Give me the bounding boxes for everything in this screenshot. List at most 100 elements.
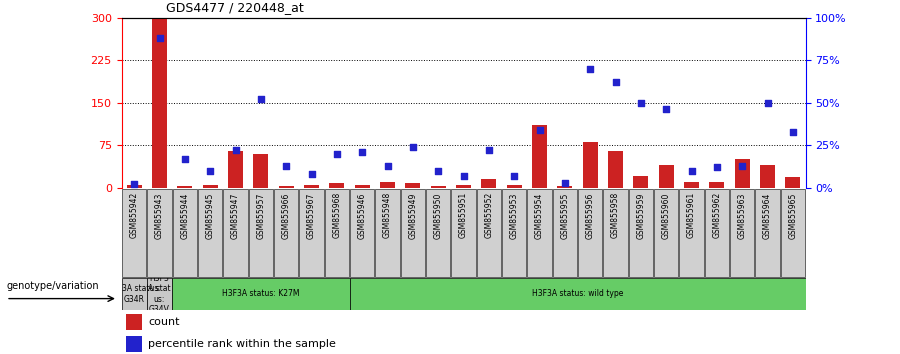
Point	[684, 168, 698, 173]
FancyBboxPatch shape	[527, 189, 552, 277]
FancyBboxPatch shape	[705, 189, 729, 277]
Point	[659, 107, 673, 112]
Bar	[659, 165, 674, 188]
FancyBboxPatch shape	[477, 189, 501, 277]
Text: GSM855942: GSM855942	[130, 192, 139, 238]
Text: H3F3
A stat
us:
G34V: H3F3 A stat us: G34V	[148, 274, 171, 314]
Text: GSM855947: GSM855947	[231, 192, 240, 239]
Text: H3F3A status: wild type: H3F3A status: wild type	[532, 289, 623, 298]
Text: GSM855948: GSM855948	[383, 192, 392, 238]
Point	[304, 171, 319, 177]
FancyBboxPatch shape	[349, 278, 806, 310]
FancyBboxPatch shape	[223, 189, 248, 277]
Bar	[228, 151, 243, 188]
Point	[583, 66, 598, 72]
Point	[254, 96, 268, 102]
Text: GSM855965: GSM855965	[788, 192, 797, 239]
FancyBboxPatch shape	[274, 189, 298, 277]
FancyBboxPatch shape	[172, 278, 349, 310]
Point	[760, 100, 775, 105]
FancyBboxPatch shape	[147, 278, 172, 310]
FancyBboxPatch shape	[451, 189, 476, 277]
Point	[152, 35, 166, 41]
Point	[406, 144, 420, 150]
Text: GSM855964: GSM855964	[763, 192, 772, 239]
FancyBboxPatch shape	[122, 189, 147, 277]
Bar	[760, 165, 775, 188]
Bar	[329, 183, 345, 188]
FancyBboxPatch shape	[325, 189, 349, 277]
Text: GSM855952: GSM855952	[484, 192, 493, 238]
Point	[786, 129, 800, 135]
Point	[558, 180, 572, 185]
Text: GSM855950: GSM855950	[434, 192, 443, 239]
FancyBboxPatch shape	[755, 189, 779, 277]
Text: GSM855944: GSM855944	[180, 192, 189, 239]
FancyBboxPatch shape	[654, 189, 679, 277]
Bar	[532, 125, 547, 188]
Bar	[634, 176, 648, 188]
FancyBboxPatch shape	[553, 189, 577, 277]
Point	[279, 163, 293, 169]
Point	[127, 181, 141, 187]
Bar	[202, 185, 218, 188]
Point	[532, 127, 546, 133]
FancyBboxPatch shape	[122, 278, 147, 310]
FancyBboxPatch shape	[730, 189, 754, 277]
Text: GSM855962: GSM855962	[712, 192, 721, 238]
FancyBboxPatch shape	[502, 189, 526, 277]
Bar	[456, 185, 471, 188]
Bar	[380, 182, 395, 188]
Text: GSM855958: GSM855958	[611, 192, 620, 238]
Text: GSM855963: GSM855963	[738, 192, 747, 239]
Text: GSM855961: GSM855961	[687, 192, 696, 238]
Point	[229, 147, 243, 153]
FancyBboxPatch shape	[248, 189, 273, 277]
FancyBboxPatch shape	[350, 189, 374, 277]
Text: GSM855960: GSM855960	[662, 192, 670, 239]
Bar	[709, 182, 725, 188]
Bar	[177, 186, 193, 188]
Text: count: count	[148, 317, 180, 327]
Text: GDS4477 / 220448_at: GDS4477 / 220448_at	[166, 1, 304, 14]
Bar	[734, 159, 750, 188]
Bar	[557, 187, 572, 188]
Bar	[253, 154, 268, 188]
Bar	[608, 151, 623, 188]
Text: GSM855955: GSM855955	[561, 192, 570, 239]
Text: GSM855957: GSM855957	[256, 192, 266, 239]
Bar	[507, 185, 522, 188]
Bar	[126, 314, 142, 330]
FancyBboxPatch shape	[173, 189, 197, 277]
Bar	[304, 185, 320, 188]
Text: genotype/variation: genotype/variation	[6, 281, 99, 291]
FancyBboxPatch shape	[198, 189, 222, 277]
Point	[735, 163, 750, 169]
Bar	[127, 185, 142, 188]
FancyBboxPatch shape	[578, 189, 602, 277]
Text: GSM855951: GSM855951	[459, 192, 468, 238]
Bar	[405, 183, 420, 188]
Point	[329, 151, 344, 156]
Text: GSM855945: GSM855945	[206, 192, 215, 239]
Point	[381, 163, 395, 169]
Point	[507, 173, 521, 178]
FancyBboxPatch shape	[375, 189, 400, 277]
Text: GSM855967: GSM855967	[307, 192, 316, 239]
FancyBboxPatch shape	[603, 189, 627, 277]
FancyBboxPatch shape	[148, 189, 172, 277]
Bar	[279, 186, 293, 188]
Text: GSM855953: GSM855953	[509, 192, 518, 239]
Bar	[785, 177, 800, 188]
Text: GSM855959: GSM855959	[636, 192, 645, 239]
FancyBboxPatch shape	[680, 189, 704, 277]
Text: GSM855968: GSM855968	[332, 192, 341, 238]
Point	[482, 147, 496, 153]
Bar	[684, 182, 699, 188]
Bar	[152, 19, 167, 188]
Text: percentile rank within the sample: percentile rank within the sample	[148, 339, 337, 349]
Text: H3F3A status: K27M: H3F3A status: K27M	[222, 289, 300, 298]
Point	[709, 164, 724, 170]
Bar	[355, 185, 370, 188]
Text: GSM855954: GSM855954	[535, 192, 544, 239]
